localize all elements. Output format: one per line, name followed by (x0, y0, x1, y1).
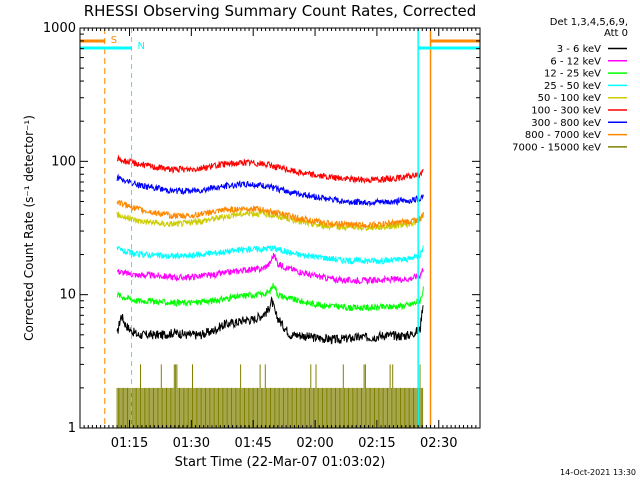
legend-label: 7000 - 15000 keV (512, 142, 601, 153)
series-line (116, 283, 424, 312)
series-line (116, 244, 424, 266)
legend-header: Att 0 (604, 28, 628, 39)
series-line (116, 296, 424, 345)
y-axis-label: Corrected Count Rate (s⁻¹ detector⁻¹) (22, 115, 36, 341)
x-axis-label: Start Time (22-Mar-07 01:03:02) (175, 455, 386, 470)
legend-label: 3 - 6 keV (557, 44, 601, 55)
timestamp: 14-Oct-2021 13:30 (560, 468, 636, 477)
x-tick-label: 01:30 (173, 436, 210, 451)
series-line (116, 154, 424, 185)
plot-frame (79, 27, 481, 429)
series-band (116, 364, 424, 428)
x-tick-label: 01:15 (111, 436, 148, 451)
legend-label: 100 - 300 keV (531, 106, 601, 117)
legend-label: 6 - 12 keV (550, 56, 601, 67)
legend-label: 50 - 100 keV (538, 93, 602, 104)
legend-label: 300 - 800 keV (531, 118, 601, 129)
axes-layer: 01:15 01:30 01:45 02:00 02:15 02:30 1 10 100 1000 (43, 21, 481, 451)
series-line (116, 173, 424, 207)
y-tick-label: 10 (59, 288, 76, 303)
x-tick-label: 02:15 (358, 436, 395, 451)
x-tick-label: 02:00 (296, 436, 333, 451)
legend-label: 25 - 50 keV (544, 81, 601, 92)
legend-label: 12 - 25 keV (544, 69, 601, 80)
legend-header: Det 1,3,4,5,6,9, (550, 17, 628, 28)
x-tick-label: 01:45 (234, 436, 271, 451)
series-line (116, 253, 424, 285)
marker-label: N (138, 41, 145, 52)
x-tick-label: 02:30 (420, 436, 457, 451)
chart-title: RHESSI Observing Summary Count Rates, Co… (84, 2, 477, 20)
marker-label: S (111, 35, 117, 46)
series-line (116, 199, 424, 229)
y-tick-label: 1000 (43, 21, 76, 36)
y-tick-label: 100 (51, 154, 76, 169)
legend-label: 800 - 7000 keV (525, 130, 601, 141)
series-lines-layer (116, 154, 424, 428)
y-tick-label: 1 (68, 421, 76, 436)
